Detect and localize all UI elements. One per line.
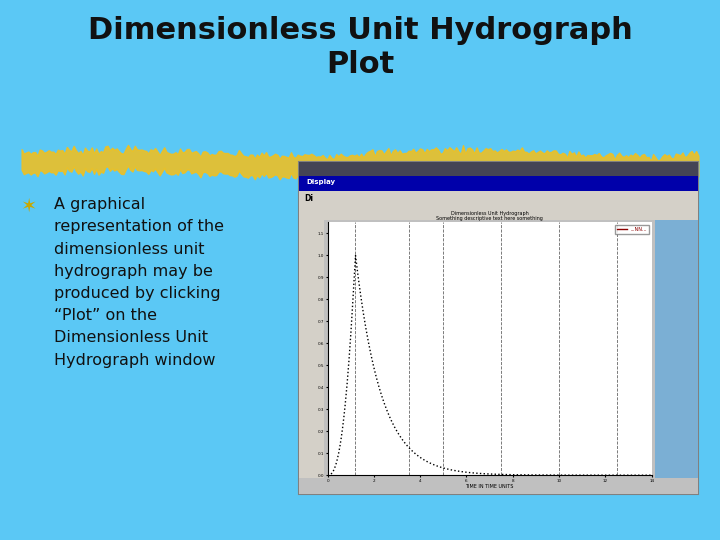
FancyBboxPatch shape: [299, 162, 698, 176]
Title: Dimensionless Unit Hydrograph
Something descriptive text here something: Dimensionless Unit Hydrograph Something …: [436, 211, 543, 221]
Text: Display: Display: [306, 179, 335, 185]
Text: Dimensionless Unit Hydrograph
Plot: Dimensionless Unit Hydrograph Plot: [88, 16, 632, 79]
FancyBboxPatch shape: [299, 162, 698, 494]
FancyBboxPatch shape: [299, 220, 324, 478]
Text: Di: Di: [305, 194, 314, 203]
FancyBboxPatch shape: [299, 176, 698, 191]
Legend: ...NN...: ...NN...: [615, 225, 649, 234]
FancyBboxPatch shape: [299, 478, 698, 494]
FancyBboxPatch shape: [299, 191, 698, 208]
Text: A graphical
representation of the
dimensionless unit
hydrograph may be
produced : A graphical representation of the dimens…: [54, 197, 224, 368]
X-axis label: TIME IN TIME UNITS: TIME IN TIME UNITS: [465, 484, 514, 489]
FancyBboxPatch shape: [299, 208, 698, 220]
Text: ✶: ✶: [20, 197, 37, 216]
FancyBboxPatch shape: [655, 220, 698, 478]
